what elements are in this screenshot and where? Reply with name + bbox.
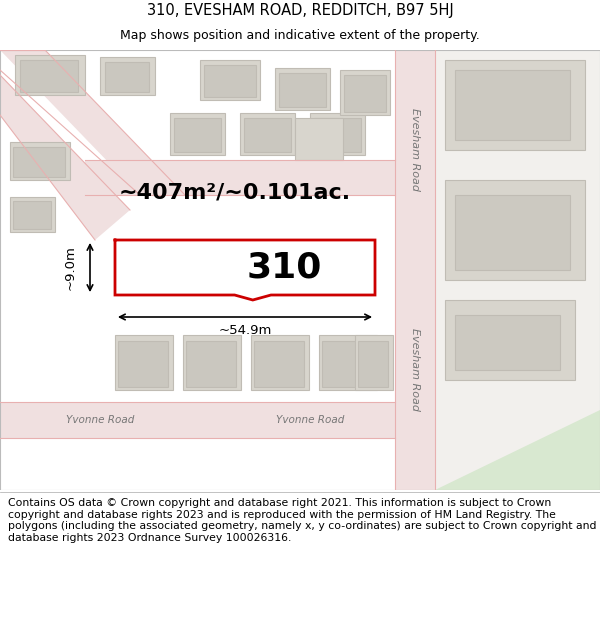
Bar — [244, 118, 291, 152]
Bar — [275, 68, 330, 110]
Text: Map shows position and indicative extent of the property.: Map shows position and indicative extent… — [120, 29, 480, 42]
Bar — [445, 180, 585, 280]
Polygon shape — [0, 50, 185, 195]
Bar — [115, 335, 173, 390]
Bar — [13, 201, 51, 229]
Text: Evesham Road: Evesham Road — [410, 329, 420, 411]
Bar — [204, 65, 256, 97]
Bar — [251, 335, 309, 390]
Text: Yvonne Road: Yvonne Road — [66, 415, 134, 425]
Bar — [355, 335, 393, 390]
Bar — [358, 341, 388, 387]
Polygon shape — [435, 390, 600, 490]
Bar — [200, 60, 260, 100]
Text: ~54.9m: ~54.9m — [218, 324, 272, 336]
Bar — [322, 341, 372, 387]
Polygon shape — [0, 75, 130, 240]
Bar — [455, 195, 570, 270]
Text: Contains OS data © Crown copyright and database right 2021. This information is : Contains OS data © Crown copyright and d… — [8, 498, 596, 542]
Bar — [15, 55, 85, 95]
Bar — [13, 147, 65, 177]
Bar — [340, 70, 390, 115]
Polygon shape — [435, 50, 600, 490]
Bar — [310, 113, 365, 155]
Text: Evesham Road: Evesham Road — [410, 109, 420, 191]
Bar — [10, 142, 70, 180]
Bar — [118, 341, 168, 387]
Bar — [240, 113, 295, 155]
Bar — [279, 73, 326, 107]
Bar — [295, 118, 343, 160]
Bar — [455, 70, 570, 140]
Polygon shape — [0, 402, 395, 438]
Bar — [100, 57, 155, 95]
Bar — [115, 240, 375, 295]
Text: 310: 310 — [247, 251, 322, 284]
Bar — [183, 335, 241, 390]
Bar — [105, 62, 149, 92]
Text: 310, EVESHAM ROAD, REDDITCH, B97 5HJ: 310, EVESHAM ROAD, REDDITCH, B97 5HJ — [146, 4, 454, 19]
Text: Yvonne Road: Yvonne Road — [276, 415, 344, 425]
Bar — [445, 300, 575, 380]
Bar — [319, 335, 377, 390]
Polygon shape — [395, 50, 435, 490]
Text: ~407m²/~0.101ac.: ~407m²/~0.101ac. — [119, 182, 350, 202]
Bar — [20, 60, 78, 92]
Bar — [314, 118, 361, 152]
Bar — [455, 315, 560, 370]
Bar — [174, 118, 221, 152]
Polygon shape — [435, 410, 600, 490]
Bar — [170, 113, 225, 155]
Bar — [344, 75, 386, 112]
Bar — [254, 341, 304, 387]
Bar — [186, 341, 236, 387]
Bar — [10, 197, 55, 232]
Polygon shape — [85, 160, 395, 195]
Bar — [445, 60, 585, 150]
Text: ~9.0m: ~9.0m — [64, 245, 77, 290]
